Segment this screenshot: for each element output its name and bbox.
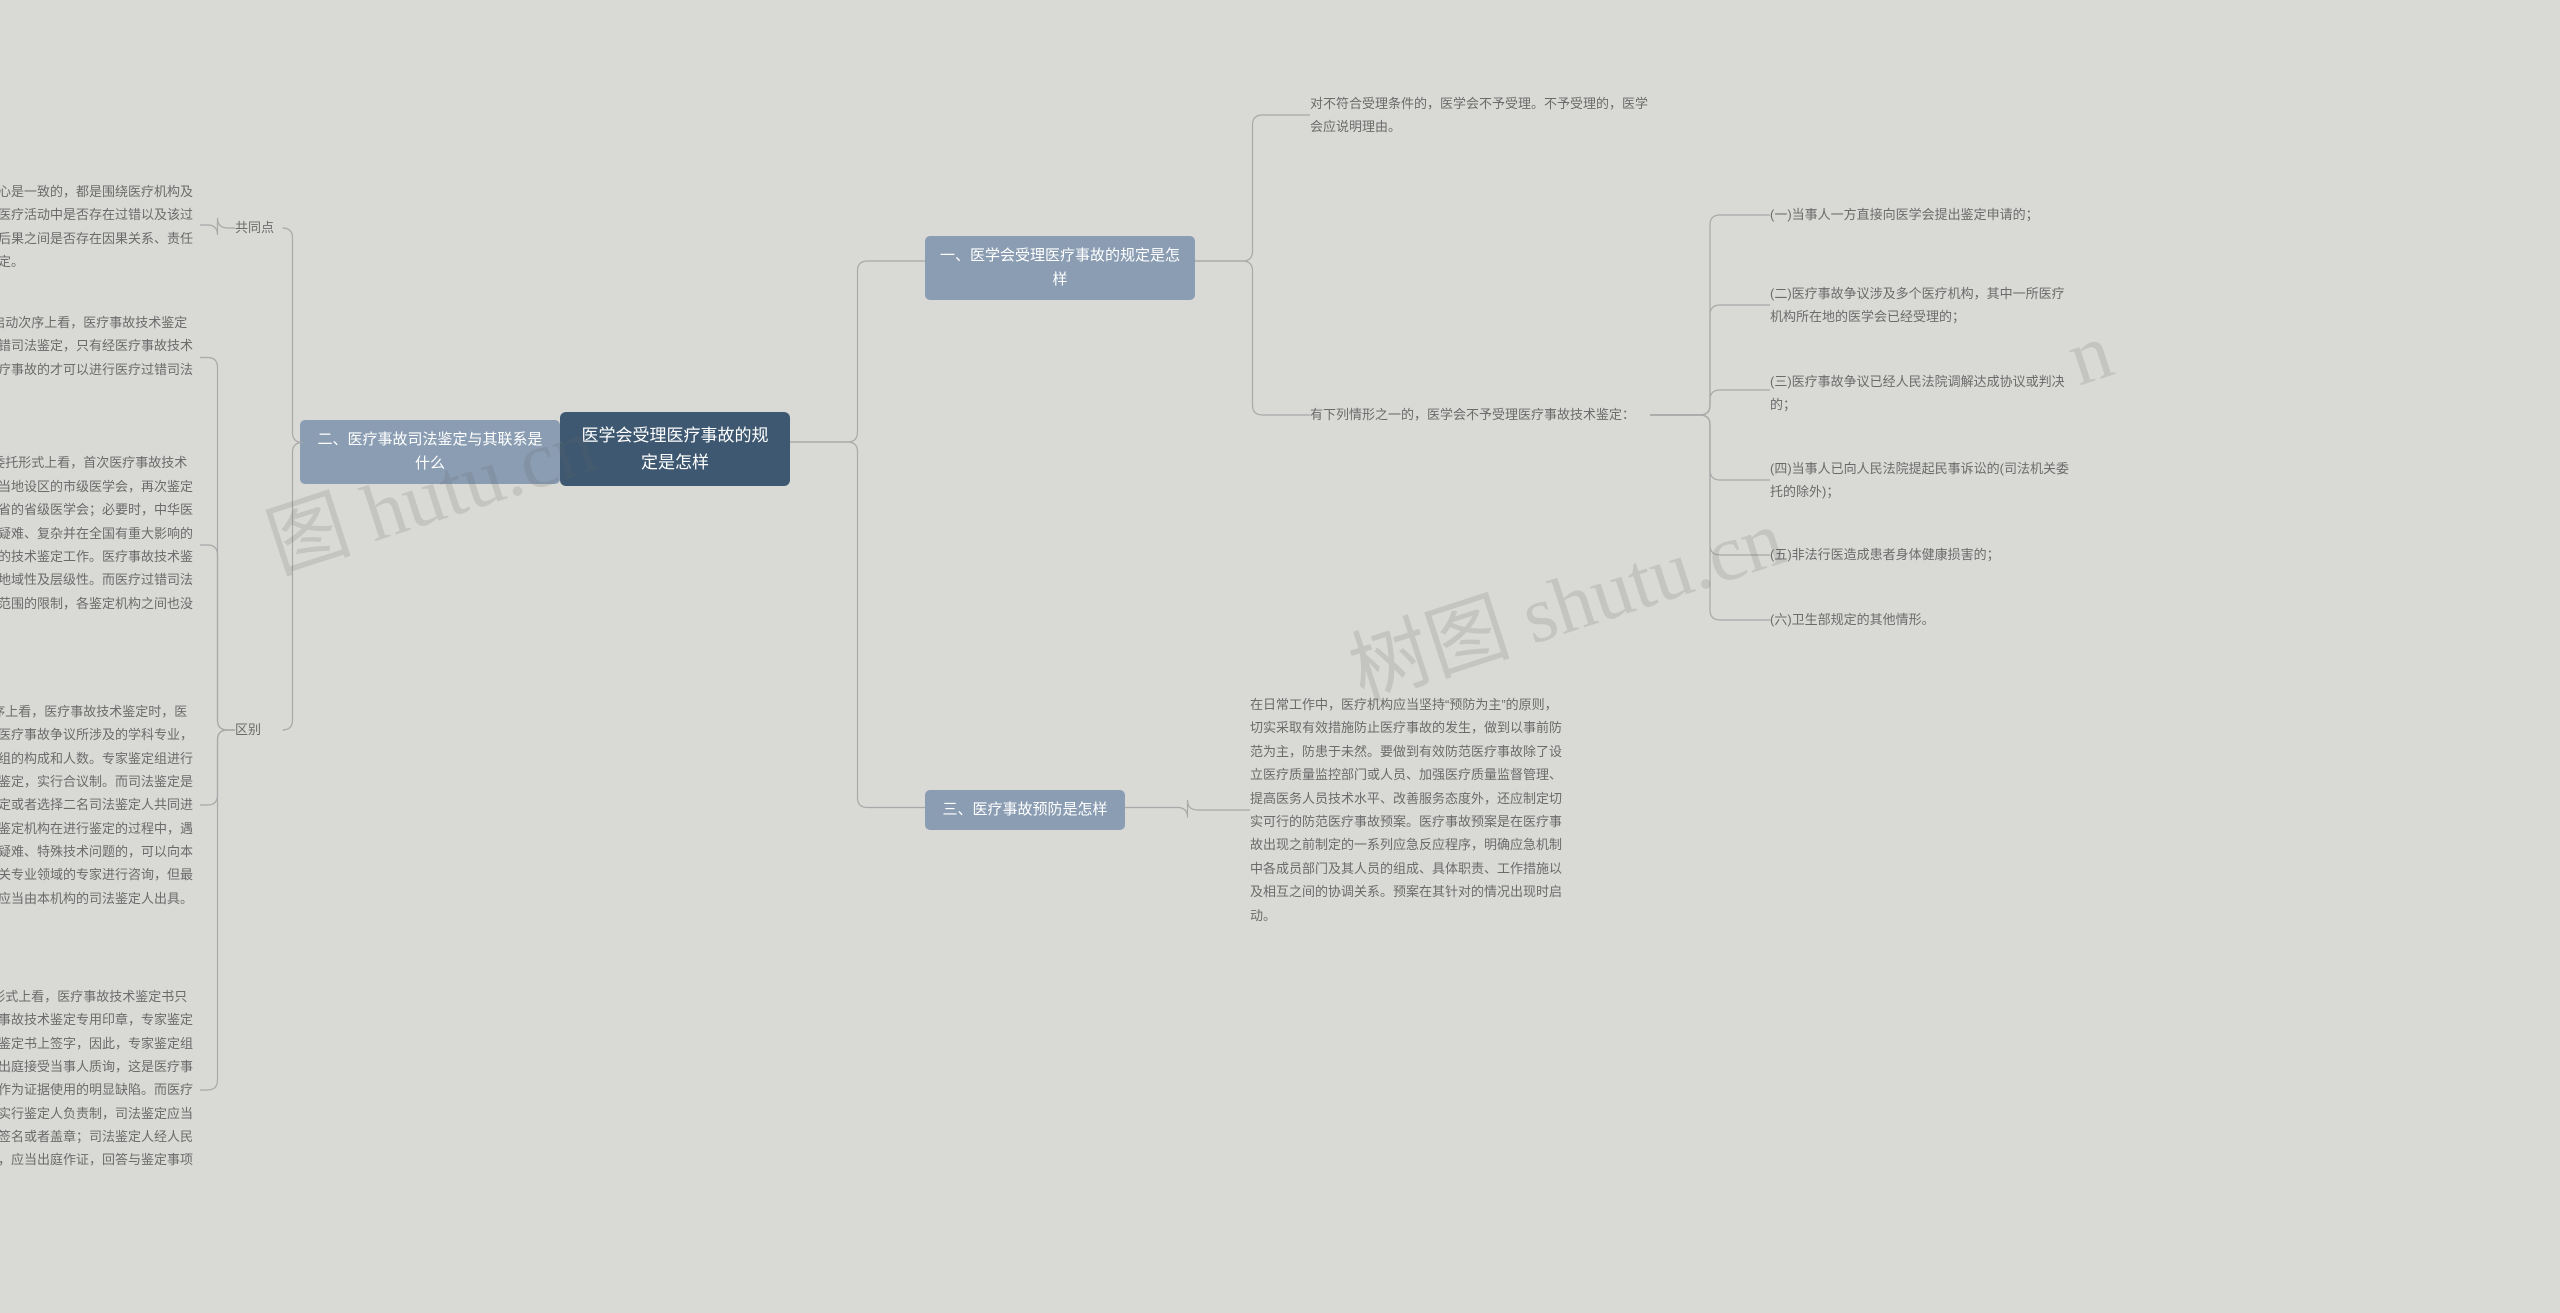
mindmap-canvas: 医学会受理医疗事故的规定是怎样一、医学会受理医疗事故的规定是怎样对不符合受理条件… [0, 0, 2560, 1313]
